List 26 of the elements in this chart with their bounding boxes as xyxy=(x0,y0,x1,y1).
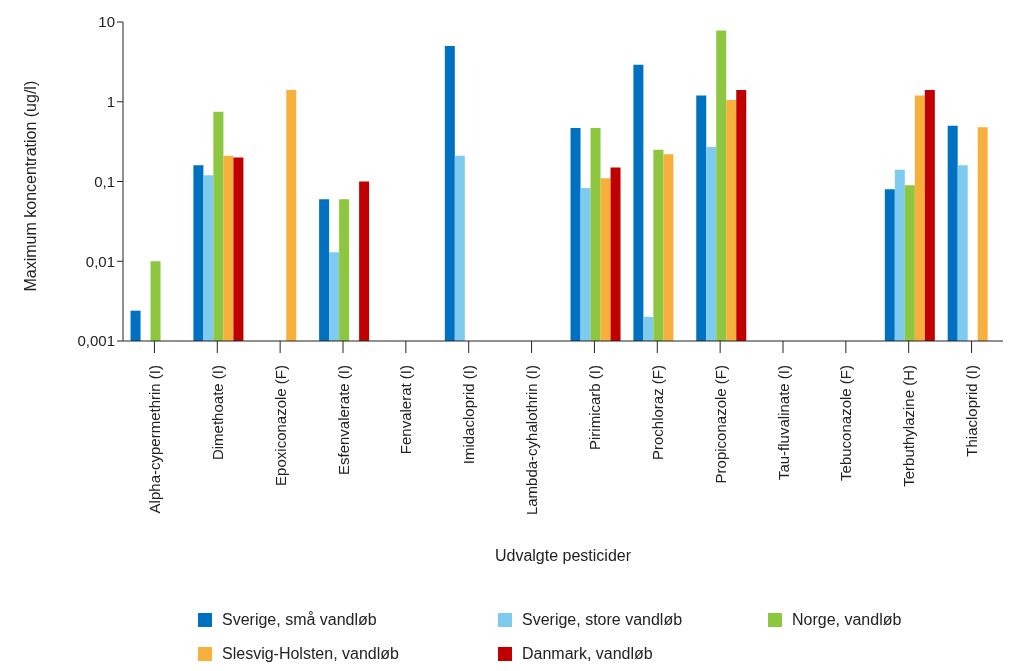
y-tick-label: 0,1 xyxy=(94,172,115,190)
x-tick-label: Tebuconazole (F) xyxy=(837,365,855,481)
x-tick-label: Esfenvalerate (I) xyxy=(334,365,352,476)
x-tick-label: Prochloraz (F) xyxy=(648,365,666,461)
legend-label: Sverige, store vandløb xyxy=(522,611,683,629)
x-tick-label: Imidacloprid (I) xyxy=(460,365,478,465)
legend-label: Sverige, små vandløb xyxy=(222,611,377,629)
legend-label: Norge, vandløb xyxy=(792,611,902,629)
x-tick-label: Tau-fluvalinate (I) xyxy=(774,365,792,481)
legend-label: Slesvig-Holsten, vandløb xyxy=(222,645,399,663)
x-tick-label: Propiconazole (F) xyxy=(711,365,729,484)
x-tick-label: Thiacloprid (I) xyxy=(963,365,981,457)
x-tick-label: Pirimicarb (I) xyxy=(585,365,603,450)
x-axis-title: Udvalgte pesticider xyxy=(494,547,632,564)
y-tick-label: 0,01 xyxy=(85,252,115,270)
y-tick-label: 1 xyxy=(106,93,115,111)
x-tick-label: Dimethoate (I) xyxy=(208,365,226,461)
x-tick-label: Alpha-cypermethrin (I) xyxy=(145,365,163,514)
y-tick-label: 0,001 xyxy=(77,332,115,350)
x-tick-label: Epoxiconazole (F) xyxy=(271,365,289,486)
y-tick-label: 10 xyxy=(98,13,115,31)
x-tick-label: Terbuthylazine (H) xyxy=(900,365,918,487)
legend-label: Danmark, vandløb xyxy=(522,645,653,663)
y-axis-title: Maximum koncentration (ug/l) xyxy=(21,80,39,292)
x-tick-label: Lambda-cyhalothrin (I) xyxy=(523,365,541,516)
x-tick-label: Fenvalerat (I) xyxy=(397,365,415,455)
